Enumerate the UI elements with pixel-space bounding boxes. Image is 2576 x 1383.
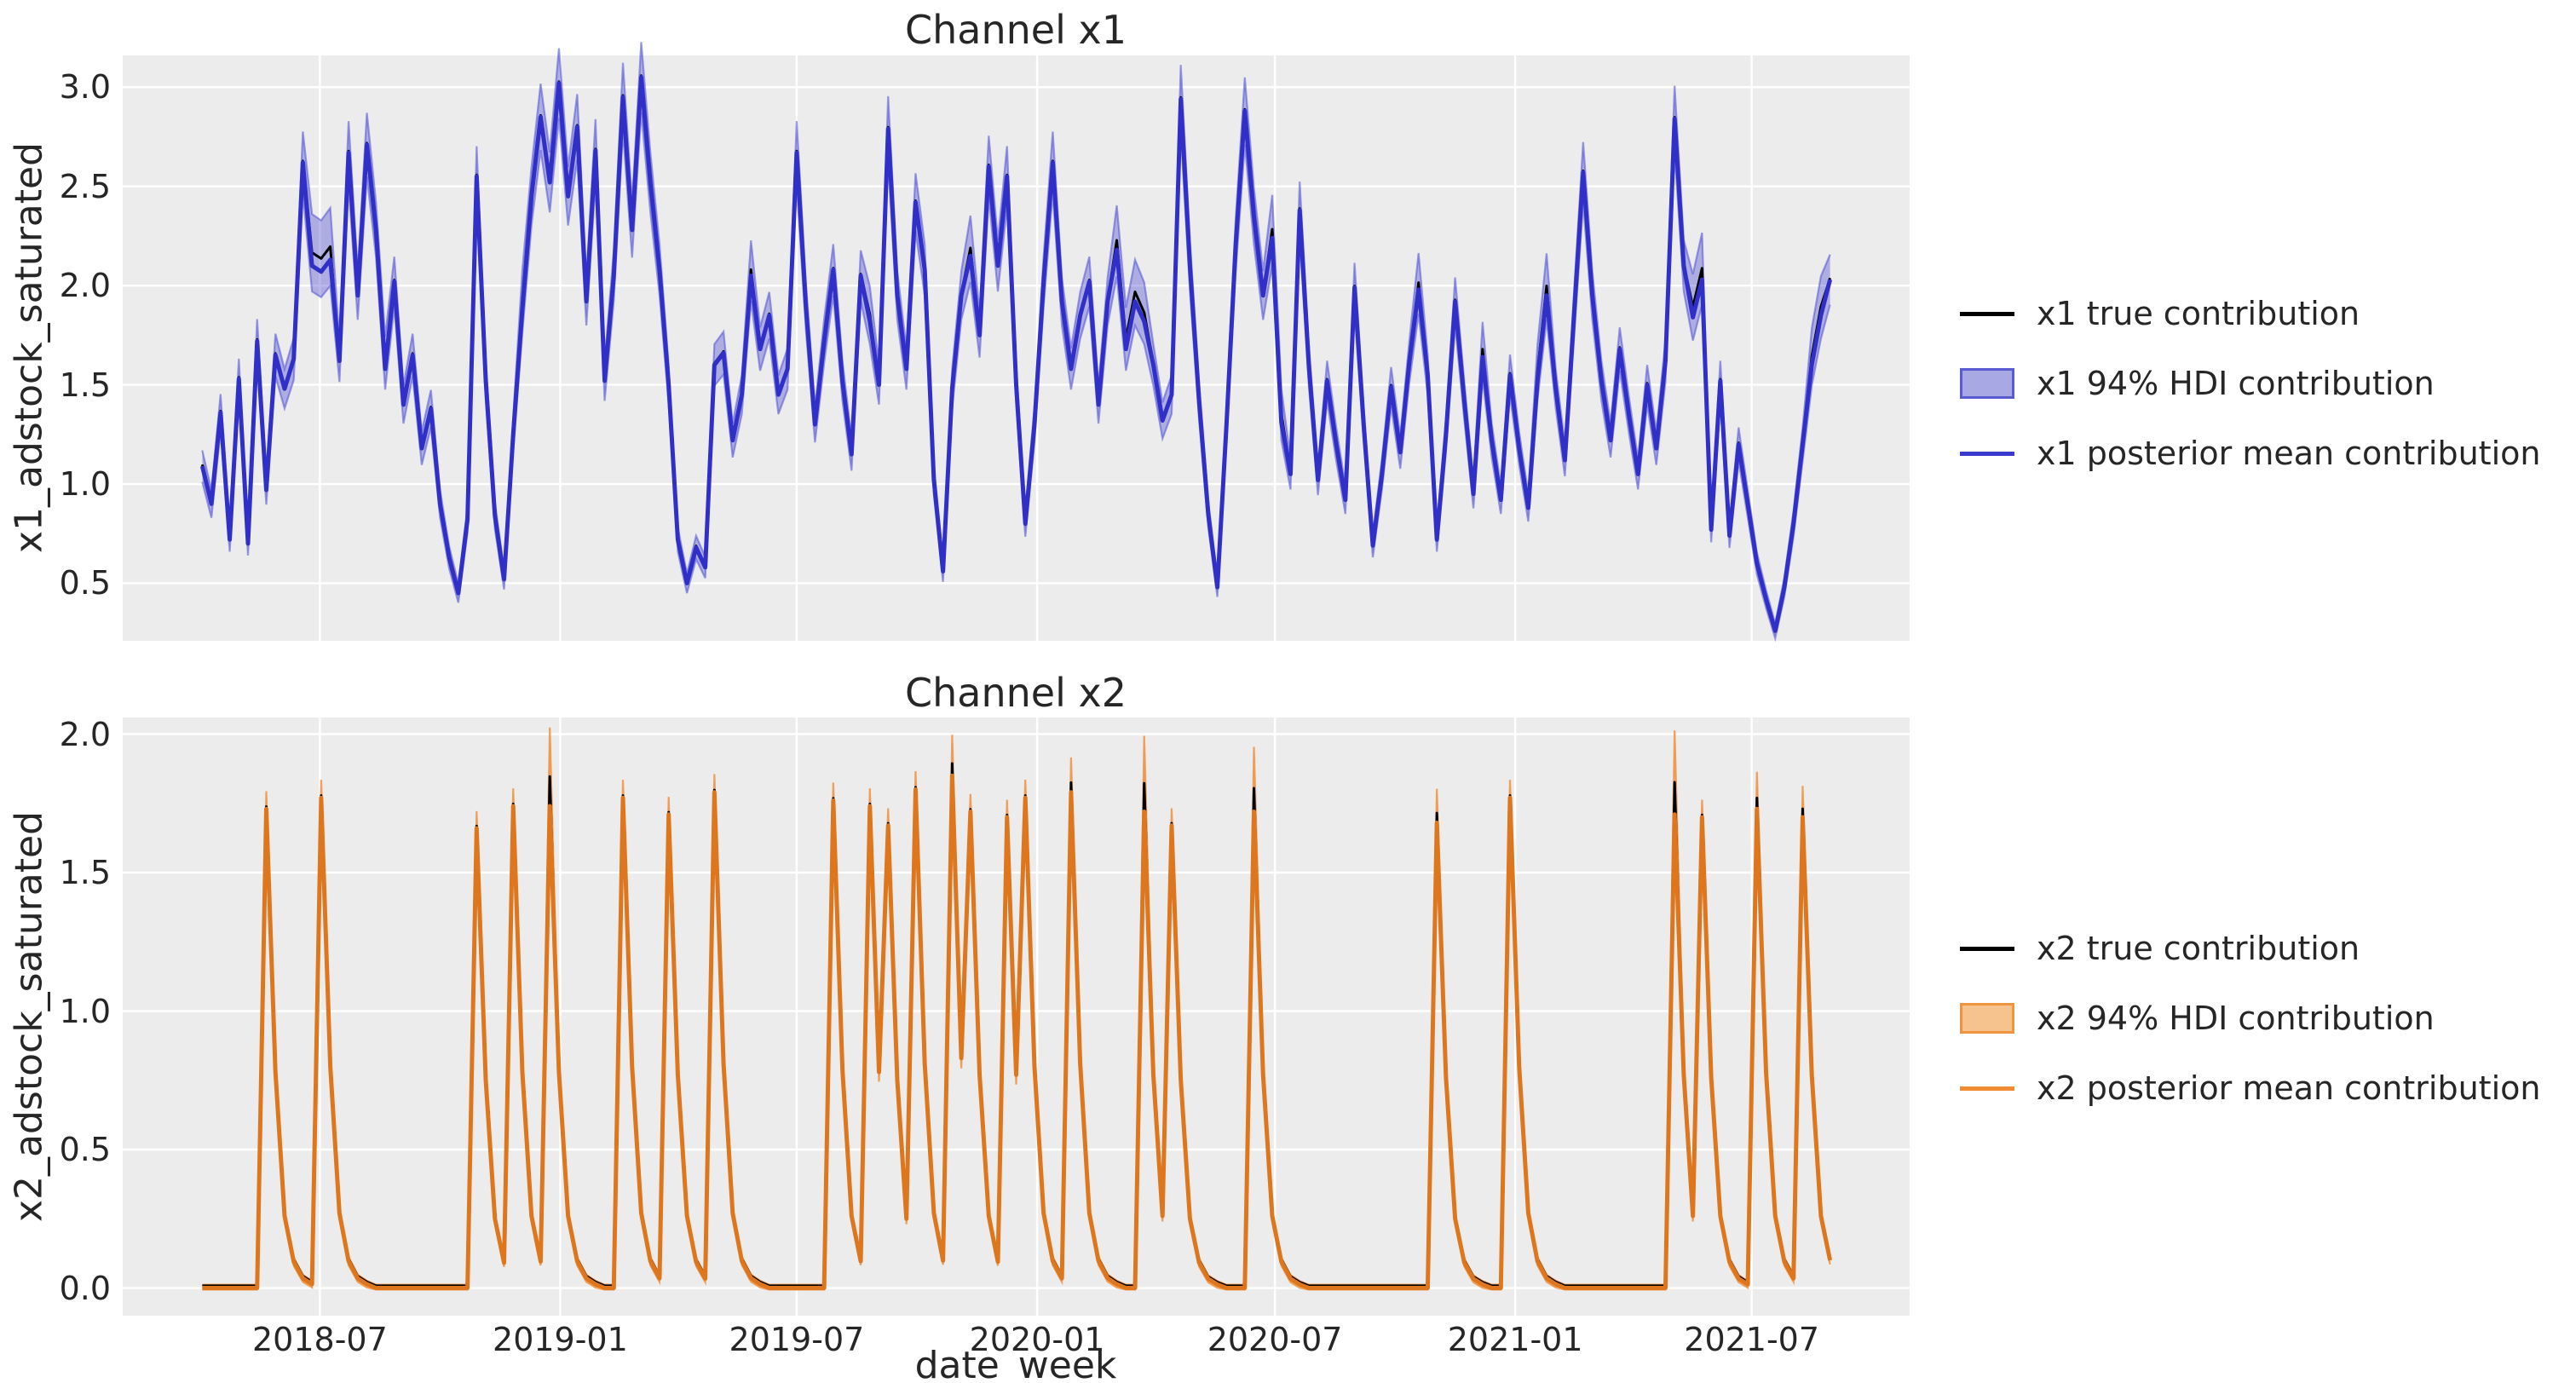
legend-label: x2 94% HDI contribution <box>2037 1000 2435 1037</box>
posterior-mean-line <box>199 75 1833 633</box>
posterior-mean-line <box>202 773 1833 1290</box>
y-tick-label: 1.0 <box>59 465 111 504</box>
x-tick-label: 2021-07 <box>1684 1321 1820 1358</box>
posterior-mean-swatch-icon <box>1960 451 2014 456</box>
legend-label: x1 94% HDI contribution <box>2037 365 2435 402</box>
hdi-band-swatch-icon <box>1960 1003 2014 1034</box>
y-tick-label: 0.5 <box>59 564 111 602</box>
chart1-y-axis-label: x1_adstock_saturated <box>7 141 51 554</box>
legend-item: x2 true contribution <box>1960 930 2360 967</box>
y-tick-label: 1.5 <box>59 366 111 404</box>
true-line-swatch-icon <box>1960 311 2014 316</box>
true-line-swatch-icon <box>1960 946 2014 951</box>
legend-label: x2 true contribution <box>2037 930 2360 967</box>
legend-item: x1 posterior mean contribution <box>1960 435 2540 472</box>
chart1-title: Channel x1 <box>905 7 1127 53</box>
y-tick-label: 2.0 <box>59 715 111 753</box>
x-tick-label: 2018-07 <box>251 1321 388 1358</box>
legend-label: x1 true contribution <box>2037 295 2360 332</box>
hdi-band-swatch-icon <box>1960 368 2014 399</box>
y-tick-label: 1.0 <box>59 992 111 1030</box>
chart2-y-axis-label: x2_adstock_saturated <box>7 810 51 1223</box>
x-tick-label: 2019-07 <box>729 1321 865 1358</box>
legend-label: x2 posterior mean contribution <box>2037 1069 2541 1107</box>
legend-item: x2 posterior mean contribution <box>1960 1069 2540 1107</box>
y-tick-label: 1.5 <box>59 854 111 891</box>
y-tick-label: 2.5 <box>59 167 111 205</box>
y-tick-label: 0.5 <box>59 1131 111 1168</box>
x-tick-label: 2020-07 <box>1207 1321 1343 1358</box>
y-tick-label: 2.0 <box>59 267 111 305</box>
posterior-mean-swatch-icon <box>1960 1086 2014 1091</box>
chart2-title: Channel x2 <box>905 670 1127 716</box>
y-tick-label: 0.0 <box>59 1269 111 1307</box>
legend-item: x1 true contribution <box>1960 295 2360 332</box>
x-tick-label: 2021-01 <box>1447 1321 1583 1358</box>
legend-item: x2 94% HDI contribution <box>1960 1000 2435 1037</box>
x-tick-label: 2020-01 <box>969 1321 1105 1358</box>
legend-item: x1 94% HDI contribution <box>1960 365 2435 402</box>
legend-label: x1 posterior mean contribution <box>2037 435 2541 472</box>
x-tick-label: 2019-01 <box>493 1321 628 1358</box>
y-tick-label: 3.0 <box>59 68 111 107</box>
x-axis-label: date_week <box>914 1344 1117 1383</box>
